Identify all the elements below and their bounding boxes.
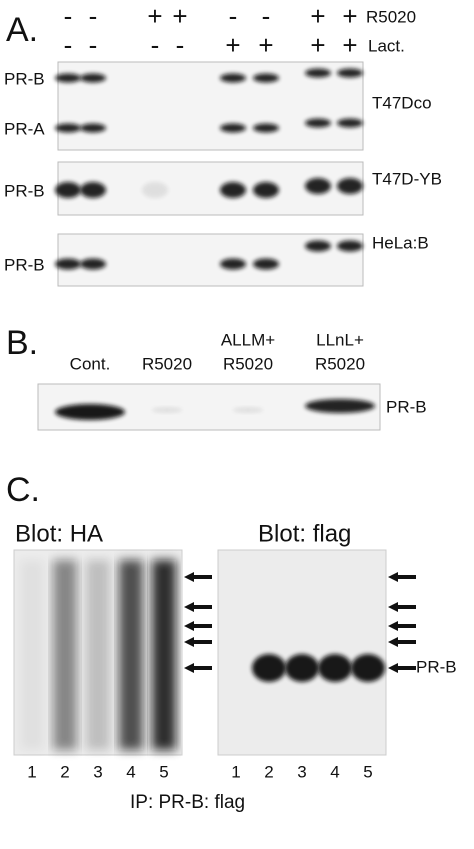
panel-label: A. <box>6 11 38 49</box>
smear <box>119 560 143 750</box>
treatment-sign: - <box>229 1 238 31</box>
arrow <box>184 572 212 582</box>
cell-line-label: HeLa:B <box>372 233 429 252</box>
arrow <box>388 602 416 612</box>
band <box>305 399 375 413</box>
band <box>220 123 246 133</box>
band <box>80 123 106 133</box>
lane-number: 4 <box>126 762 135 781</box>
treatment-sign: - <box>64 30 73 60</box>
band <box>80 182 106 198</box>
cell-line-label: T47Dco <box>372 93 432 112</box>
lane-number: 2 <box>60 762 69 781</box>
lane-label: R5020 <box>223 354 273 373</box>
treatment-sign: - <box>151 30 160 60</box>
band <box>55 123 81 133</box>
lane-label: R5020 <box>315 354 365 373</box>
smear <box>86 560 110 750</box>
smear <box>20 560 44 750</box>
band <box>305 68 331 78</box>
treatment-sign: + <box>310 1 325 31</box>
lane-label: R5020 <box>142 354 192 373</box>
band <box>253 73 279 83</box>
arrow <box>184 621 212 631</box>
lane-number: 5 <box>363 762 372 781</box>
lane-number: 1 <box>27 762 36 781</box>
band <box>337 118 363 128</box>
treatment-sign: + <box>225 30 240 60</box>
band-label: PR-A <box>4 119 45 138</box>
lane-number: 4 <box>330 762 339 781</box>
arrow <box>184 637 212 647</box>
cell-line-label: T47D-YB <box>372 169 442 188</box>
lane-label: ALLM+ <box>221 330 275 349</box>
panel-label: B. <box>6 324 38 362</box>
band <box>55 258 81 270</box>
smear <box>152 560 176 750</box>
band <box>305 178 331 194</box>
arrow <box>388 637 416 647</box>
smear <box>53 560 77 750</box>
band <box>252 654 286 682</box>
band <box>233 407 263 413</box>
blot-frame <box>217 549 387 756</box>
lane-number: 3 <box>93 762 102 781</box>
band-label: PR-B <box>4 255 45 274</box>
treatment-sign: + <box>147 1 162 31</box>
lane-label: LLnL+ <box>316 330 364 349</box>
band <box>285 654 319 682</box>
arrow <box>388 663 416 673</box>
blot-title: Blot: HA <box>15 520 103 547</box>
band <box>55 182 81 198</box>
band-label: PR-B <box>386 397 427 416</box>
arrow <box>184 663 212 673</box>
band <box>253 182 279 198</box>
band <box>305 240 331 252</box>
band-label: PR-B <box>416 657 457 676</box>
arrow <box>388 572 416 582</box>
arrow <box>388 621 416 631</box>
lane-number: 2 <box>264 762 273 781</box>
band <box>220 258 246 270</box>
treatment-sign: - <box>176 30 185 60</box>
band <box>152 407 182 413</box>
blot-title: Blot: flag <box>258 520 351 547</box>
treatment-sign: - <box>89 30 98 60</box>
treatment-sign: - <box>262 1 271 31</box>
treatment-sign: + <box>342 1 357 31</box>
band <box>80 258 106 270</box>
band <box>337 240 363 252</box>
band-label: PR-B <box>4 181 45 200</box>
band <box>337 178 363 194</box>
lane-number: 3 <box>297 762 306 781</box>
band <box>351 654 385 682</box>
band <box>142 182 168 198</box>
treatment-sign: + <box>310 30 325 60</box>
treatment-label: Lact. <box>368 36 405 55</box>
treatment-sign: - <box>89 1 98 31</box>
treatment-sign: + <box>172 1 187 31</box>
band <box>80 73 106 83</box>
band <box>253 258 279 270</box>
band <box>220 182 246 198</box>
band <box>318 654 352 682</box>
band <box>337 68 363 78</box>
band <box>220 73 246 83</box>
treatment-sign: + <box>258 30 273 60</box>
treatment-label: R5020 <box>366 7 416 26</box>
lane-number: 5 <box>159 762 168 781</box>
band-label: PR-B <box>4 69 45 88</box>
panel-label: C. <box>6 471 40 509</box>
footer-label: IP: PR-B: flag <box>130 792 245 813</box>
treatment-sign: - <box>64 1 73 31</box>
band <box>55 404 125 420</box>
band <box>305 118 331 128</box>
arrow <box>184 602 212 612</box>
band <box>253 123 279 133</box>
lane-number: 1 <box>231 762 240 781</box>
lane-label: Cont. <box>70 354 111 373</box>
band <box>55 73 81 83</box>
treatment-sign: + <box>342 30 357 60</box>
